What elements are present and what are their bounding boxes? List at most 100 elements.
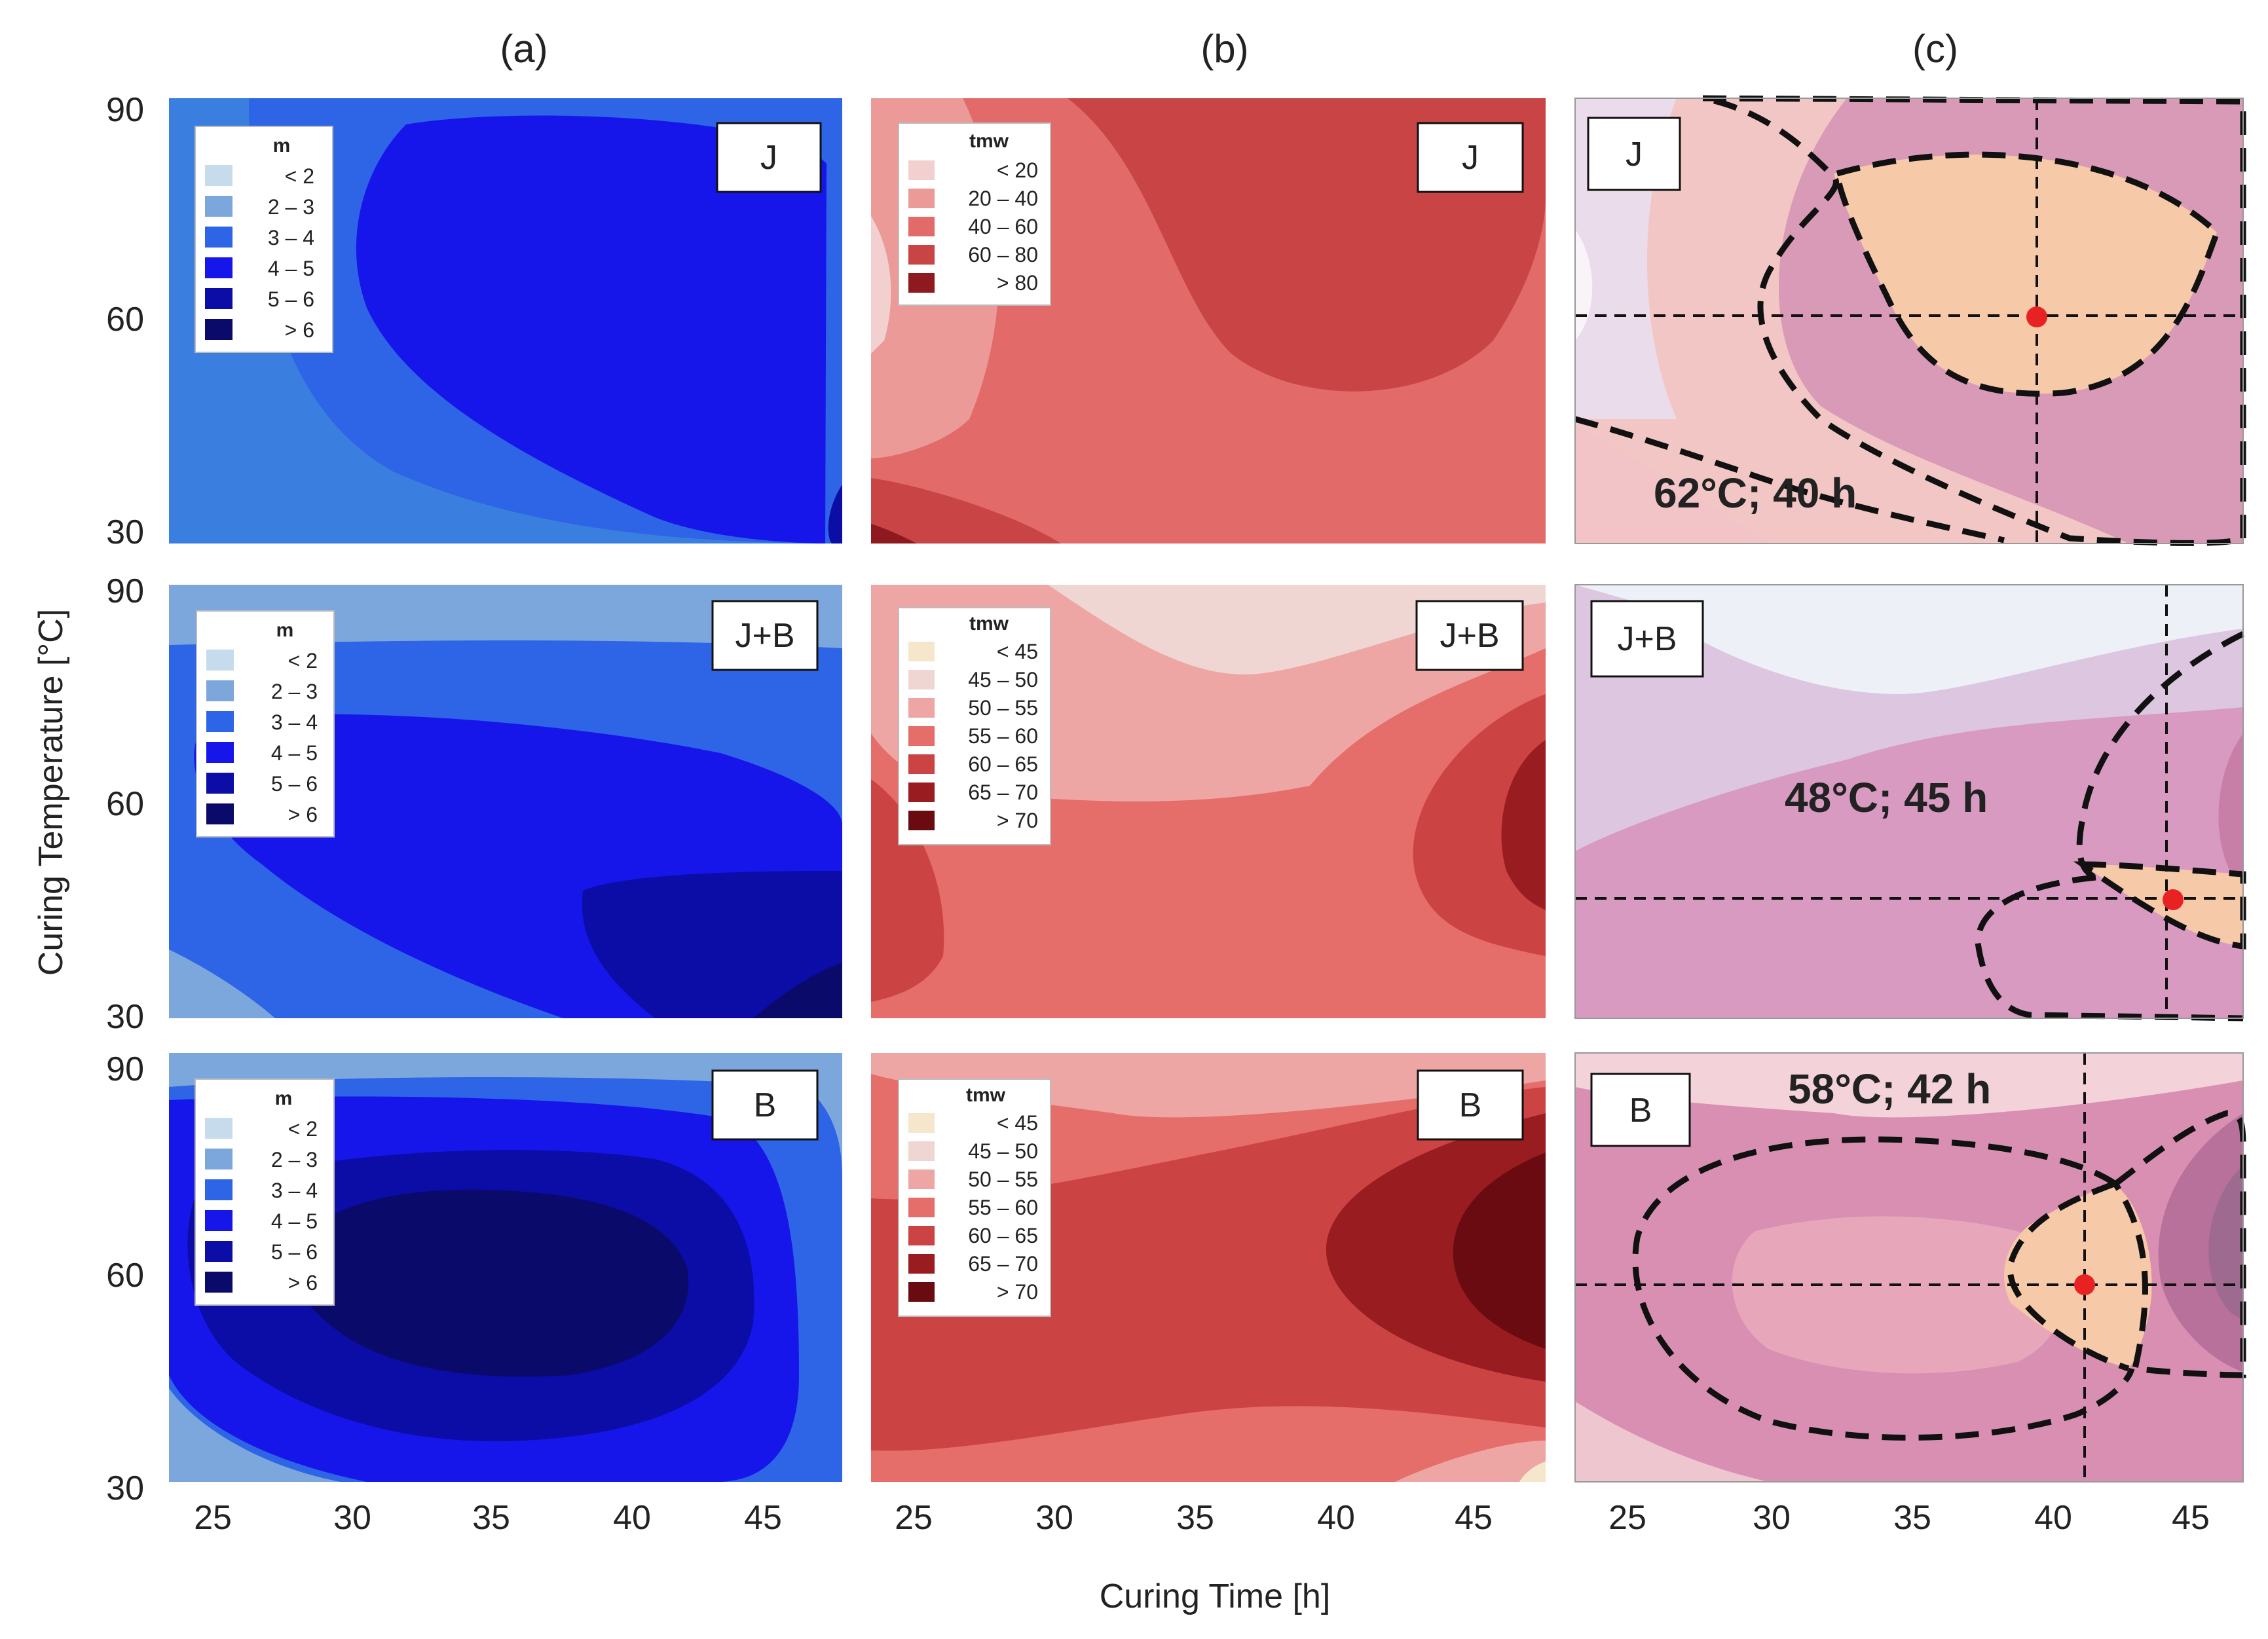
svg-text:B: B <box>1459 1086 1482 1124</box>
svg-text:J+B: J+B <box>1617 620 1677 658</box>
svg-text:tmw: tmw <box>969 130 1009 152</box>
svg-text:m: m <box>273 135 291 157</box>
legend-swatch <box>206 680 234 701</box>
legend-label: 45 – 50 <box>968 668 1038 691</box>
column-label-a: (a) <box>500 27 548 71</box>
tag-b-J: J <box>1417 122 1524 193</box>
svg-text:J+B: J+B <box>1440 617 1499 655</box>
svg-text:tmw: tmw <box>966 1084 1006 1106</box>
contour-a-B-gt6 <box>292 1189 689 1377</box>
legend-swatch <box>206 773 234 794</box>
legend-label: 3 – 4 <box>268 226 314 249</box>
x-tick-b-45: 45 <box>1455 1499 1493 1537</box>
legend-swatch <box>908 783 935 802</box>
legend-swatch <box>205 1179 232 1200</box>
x-tick-a-25: 25 <box>194 1499 232 1537</box>
dashed-boundary-c-B-inner <box>2007 1181 2130 1372</box>
dashed-boundary-c-JB-lower <box>1975 874 2244 1022</box>
legend-swatch <box>908 189 935 208</box>
x-tick-c-30: 30 <box>1753 1499 1791 1537</box>
legend-label: 50 – 55 <box>968 1168 1038 1191</box>
legend-label: 50 – 55 <box>968 696 1038 720</box>
x-axis-title: Curing Time [h] <box>1100 1577 1331 1615</box>
tag-c-JB: J+B <box>1590 600 1704 678</box>
x-tick-b-40: 40 <box>1317 1499 1355 1537</box>
legend-swatch <box>205 1149 232 1169</box>
legend-label: 5 – 6 <box>271 772 318 796</box>
y-tick-row1-30: 30 <box>106 513 144 551</box>
legend-swatch <box>206 742 234 763</box>
legend-swatch <box>206 711 234 732</box>
legend-label: 5 – 6 <box>268 287 314 311</box>
svg-text:m: m <box>276 619 294 641</box>
legend-label: > 70 <box>997 1280 1038 1304</box>
legend-swatch <box>908 245 935 265</box>
optimum-text-c-B: 58°C; 42 h <box>1788 1065 1991 1113</box>
x-tick-b-25: 25 <box>895 1499 933 1537</box>
legend-swatch <box>206 803 234 824</box>
contour-a-JB-5to6 <box>582 871 842 1018</box>
y-axis-title: Curing Temperature [°C] <box>32 609 70 976</box>
legend-label: 60 – 80 <box>968 243 1038 267</box>
y-tick-row2-90: 90 <box>106 572 144 610</box>
legend-label: > 6 <box>288 803 318 826</box>
legend-swatch <box>908 698 935 718</box>
dashed-boundary-c-J-outer <box>1702 95 2246 546</box>
optimum-region-J <box>1834 155 2217 394</box>
legend-swatch <box>908 1254 935 1274</box>
contour-b-B-corner <box>1519 1462 1546 1482</box>
x-tick-b-35: 35 <box>1176 1499 1214 1537</box>
legend-swatch <box>908 1169 935 1189</box>
svg-text:J: J <box>760 139 777 177</box>
legend-swatch <box>205 1241 232 1262</box>
legend-label: 4 – 5 <box>268 257 314 280</box>
contour-a-J-5to6 <box>828 485 842 543</box>
optimum-text-c-J: 62°C; 40 h <box>1654 470 1857 517</box>
optimum-point-c-B <box>2074 1274 2095 1295</box>
legend-b-J: tmw < 20 20 – 40 40 – 60 60 – 80 > 80 <box>898 122 1051 306</box>
contour-a-JB-gt6 <box>753 963 842 1018</box>
legend-label: 65 – 70 <box>968 781 1038 804</box>
legend-swatch <box>908 811 935 830</box>
legend-swatch <box>205 165 232 186</box>
y-tick-row3-30: 30 <box>106 1469 144 1507</box>
legend-a-B: m < 2 2 – 3 3 – 4 4 – 5 5 – 6 > 6 <box>195 1078 335 1306</box>
legend-label: > 80 <box>997 271 1038 295</box>
tag-b-JB: J+B <box>1415 600 1524 671</box>
tag-c-B: B <box>1590 1073 1691 1147</box>
legend-swatch <box>908 1141 935 1161</box>
legend-swatch <box>908 273 935 293</box>
legend-swatch <box>908 1282 935 1302</box>
legend-label: 40 – 60 <box>968 215 1038 238</box>
tag-a-JB: J+B <box>711 600 819 671</box>
legend-label: < 2 <box>288 1117 318 1141</box>
x-tick-a-40: 40 <box>613 1499 651 1537</box>
y-tick-row2-60: 60 <box>106 785 144 823</box>
contour-b-B-60to65 <box>871 1087 1546 1451</box>
x-tick-a-35: 35 <box>472 1499 510 1537</box>
svg-text:J: J <box>1626 136 1643 174</box>
legend-label: < 20 <box>997 158 1038 182</box>
legend-label: 60 – 65 <box>968 752 1038 776</box>
dashed-boundary-c-B-ellipse <box>1632 1136 2135 1441</box>
legend-a-J: m < 2 2 – 3 3 – 4 4 – 5 5 – 6 > 6 <box>195 126 333 353</box>
x-tick-b-30: 30 <box>1035 1499 1073 1537</box>
legend-label: < 2 <box>288 649 318 672</box>
svg-text:J: J <box>1462 139 1479 177</box>
contour-b-B-bottom <box>1395 1441 1546 1482</box>
legend-label: 45 – 50 <box>968 1139 1038 1163</box>
y-tick-row3-60: 60 <box>106 1257 144 1295</box>
x-tick-c-35: 35 <box>1893 1499 1931 1537</box>
legend-swatch <box>205 319 232 340</box>
tag-c-J: J <box>1587 117 1681 191</box>
legend-swatch <box>205 196 232 217</box>
contour-b-B-gt70 <box>1453 1152 1546 1349</box>
legend-swatch <box>206 650 234 671</box>
legend-label: > 6 <box>285 318 314 342</box>
frame-c-J <box>1574 98 2244 544</box>
legend-label: 65 – 70 <box>968 1252 1038 1276</box>
y-tick-row1-90: 90 <box>106 91 144 129</box>
tag-a-B: B <box>711 1069 819 1141</box>
contour-a-JB-2to3-bottom <box>169 949 275 1018</box>
